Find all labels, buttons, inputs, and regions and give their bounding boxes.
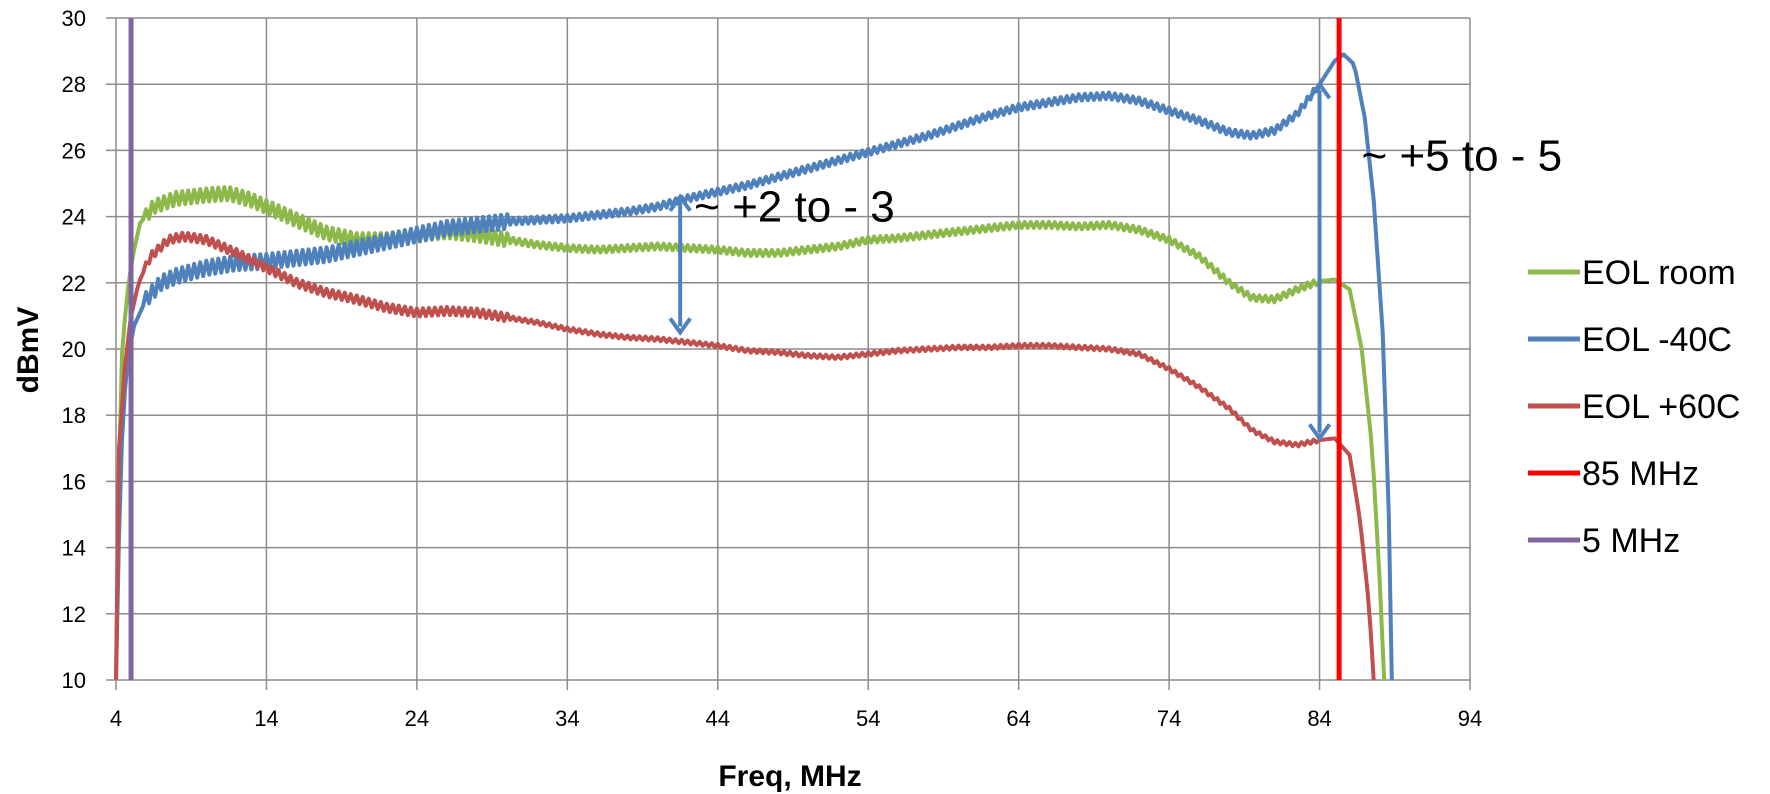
x-tick-label: 14 (254, 706, 278, 731)
grid (115, 17, 1471, 681)
y-tick-label: 22 (62, 271, 86, 296)
legend-label: EOL room (1582, 254, 1736, 292)
y-tick-label: 26 (62, 138, 86, 163)
x-tick-label: 4 (110, 706, 122, 731)
y-tick-label: 10 (62, 668, 86, 693)
legend-label: 85 MHz (1582, 455, 1699, 493)
axis-layer: 10 12 14 16 18 20 22 24 26 28 30 4 14 24 34 44 54 64 74 84 9… (62, 6, 1483, 731)
series-line-eol-40c (114, 52, 1394, 681)
y-tick-label: 18 (62, 403, 86, 428)
annotation-arrow-head (668, 193, 692, 212)
y-axis-title: dBmV (12, 307, 45, 394)
annotation-layer: ~ +2 to - 3 ~ +5 to - 5 (668, 80, 1563, 442)
y-tick-label: 28 (62, 72, 86, 97)
legend-label: EOL -40C (1582, 321, 1732, 359)
y-tick-label: 24 (62, 205, 86, 230)
legend-label: EOL +60C (1582, 388, 1740, 426)
y-tick-label: 20 (62, 337, 86, 362)
x-tick-label: 24 (405, 706, 429, 731)
legend-label: 5 MHz (1582, 522, 1680, 560)
legend: EOL room EOL -40C EOL +60C 85 MHz 5 MHz (1528, 254, 1740, 560)
y-tick-label: 30 (62, 6, 86, 31)
annotation-arrow-head (1307, 423, 1332, 442)
x-tick-label: 34 (555, 706, 579, 731)
x-tick-label: 74 (1157, 706, 1181, 731)
series-layer (114, 18, 1394, 681)
y-tick-label: 12 (62, 602, 86, 627)
series-line-eol-60c (114, 230, 1376, 681)
annotation-label: ~ +2 to - 3 (694, 183, 895, 232)
annotation-arrow-head (668, 317, 692, 336)
annotation-arrow-head (1307, 80, 1332, 100)
x-tick-label: 94 (1458, 706, 1482, 731)
y-tick-label: 14 (62, 536, 86, 561)
x-axis-title: Freq, MHz (718, 760, 861, 793)
y-tick-label: 16 (62, 469, 86, 494)
series-line-eol-room (114, 185, 1387, 681)
x-tick-label: 84 (1307, 706, 1331, 731)
annotation-label: ~ +5 to - 5 (1362, 131, 1563, 180)
x-tick-label: 64 (1006, 706, 1030, 731)
x-tick-label: 54 (856, 706, 880, 731)
x-tick-label: 44 (706, 706, 730, 731)
